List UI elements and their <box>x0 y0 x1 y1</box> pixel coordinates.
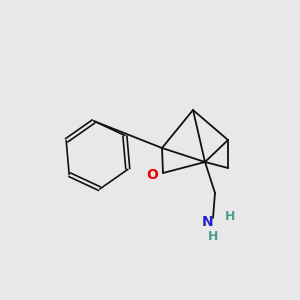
Text: N: N <box>202 215 214 229</box>
Text: H: H <box>225 209 235 223</box>
Text: H: H <box>208 230 218 242</box>
Text: O: O <box>146 168 158 182</box>
